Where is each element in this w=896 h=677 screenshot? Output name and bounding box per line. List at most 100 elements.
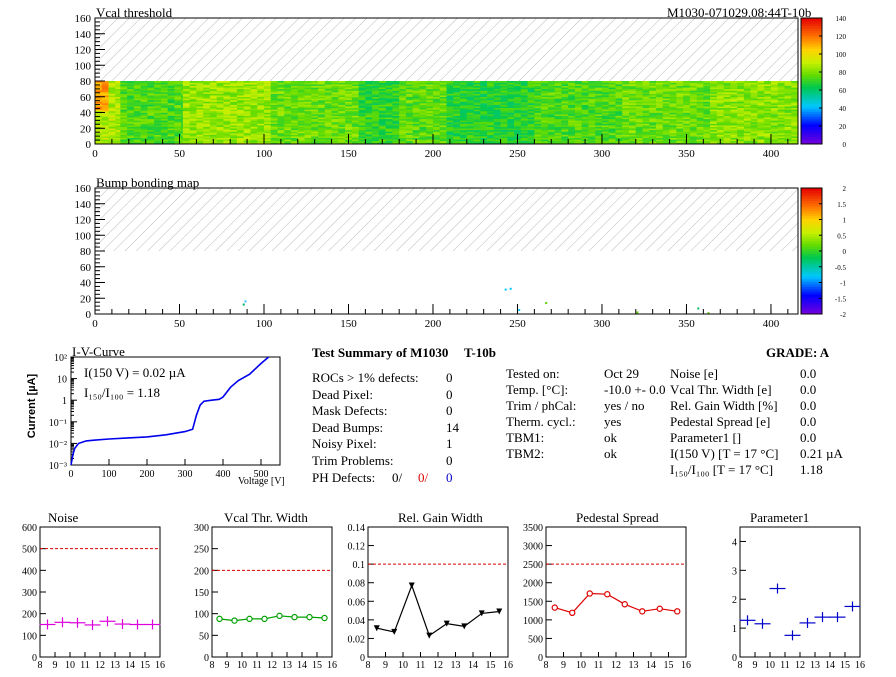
pixel-cell [291,99,299,102]
pixel-cell [399,106,407,109]
pixel-cell [338,106,346,109]
pixel-cell [500,131,508,134]
pixel-cell [514,106,522,109]
pixel-cell [770,120,779,123]
pixel-cell [453,107,461,110]
pixel-cell [95,132,103,135]
pixel-cell [399,88,407,91]
pixel-cell [101,132,109,135]
pixel-cell [203,139,211,142]
pixel-cell [405,142,414,145]
pixel-cell [196,125,204,127]
pixel-cell [750,125,758,127]
pixel-cell [257,98,265,101]
pixel-cell [243,129,251,132]
pixel-cell [615,125,623,127]
pixel-cell [385,98,393,101]
pixel-cell [182,87,190,90]
pixel-cell [160,93,168,96]
pixel-cell [351,99,359,102]
pixel-cell [263,85,272,88]
pixel-cell [284,101,292,104]
pixel-cell [324,103,332,105]
pixel-cell [167,90,175,93]
pixel-cell [588,103,596,105]
pixel-cell [683,123,691,126]
pixel-cell [574,120,582,123]
pixel-cell [243,101,251,104]
pixel-cell [182,106,190,109]
pixel-cell [95,142,103,145]
pixel-cell [196,132,204,135]
pixel-cell [405,120,414,123]
pixel-cell [574,88,582,91]
pixel-cell [534,103,542,105]
pixel-cell [446,120,454,123]
pixel-cell [608,140,616,143]
pixel-cell [480,137,488,140]
pixel-cell [574,136,582,138]
pixel-cell [764,131,772,134]
pixel-cell [534,117,542,120]
pixel-cell [182,121,190,124]
colorbar-label: -0.5 [835,264,847,272]
pixel-cell [500,88,508,91]
pixel-cell [297,92,305,94]
pixel-cell [331,132,339,135]
pixel-cell [466,84,474,87]
pixel-cell [601,115,610,118]
pixel-cell [230,106,238,109]
pixel-cell [507,106,515,109]
pixel-cell [703,115,711,118]
pixel-cell [547,95,555,98]
pixel-cell [784,93,792,96]
pixel-cell [480,96,488,99]
pixel-cell [236,125,245,127]
pixel-cell [554,87,562,90]
pixel-cell [622,126,630,129]
pixel-cell [147,139,155,142]
pixel-cell [568,110,576,113]
pixel-cell [284,85,292,88]
pixel-cell [270,137,278,140]
pixel-cell [730,125,738,127]
pixel-cell [345,82,353,85]
y-tick-label: 0 [360,653,365,664]
pixel-cell [737,106,745,109]
pixel-cell [500,87,508,90]
pixel-cell [649,121,657,124]
pixel-cell [608,125,616,127]
pixel-cell [223,110,231,113]
pixel-cell [453,88,461,91]
pixel-cell [345,103,353,105]
pixel-cell [568,85,576,88]
pixel-cell [487,99,495,102]
pixel-cell [770,131,779,134]
pixel-cell [331,92,339,94]
pixel-cell [757,115,765,118]
y-tick-label: 150 [194,588,209,599]
pixel-cell [250,85,258,88]
pixel-cell [196,128,204,131]
pixel-cell [223,126,231,129]
pixel-cell [615,112,623,115]
pixel-cell [426,95,434,98]
pixel-cell [547,93,555,96]
pixel-cell [622,110,630,113]
pixel-cell [642,92,650,94]
pixel-cell [378,109,386,112]
pixel-cell [345,81,353,83]
pixel-cell [365,117,373,120]
pixel-cell [635,131,643,134]
pixel-cell [189,136,197,138]
colorbar-band [801,121,822,125]
pixel-cell [737,84,745,87]
pixel-cell [101,117,109,120]
pixel-cell [236,106,245,109]
pixel-cell [284,114,292,116]
pixel-cell [365,142,373,145]
pixel-cell [487,92,495,94]
pixel-cell [743,109,751,112]
pixel-cell [378,87,386,90]
